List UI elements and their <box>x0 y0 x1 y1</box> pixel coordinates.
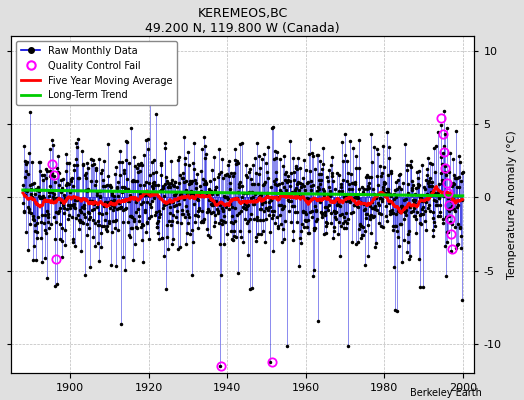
Y-axis label: Temperature Anomaly (°C): Temperature Anomaly (°C) <box>507 130 517 279</box>
Text: Berkeley Earth: Berkeley Earth <box>410 388 482 398</box>
Legend: Raw Monthly Data, Quality Control Fail, Five Year Moving Average, Long-Term Tren: Raw Monthly Data, Quality Control Fail, … <box>16 41 178 105</box>
Title: KEREMEOS,BC
49.200 N, 119.800 W (Canada): KEREMEOS,BC 49.200 N, 119.800 W (Canada) <box>146 7 340 35</box>
